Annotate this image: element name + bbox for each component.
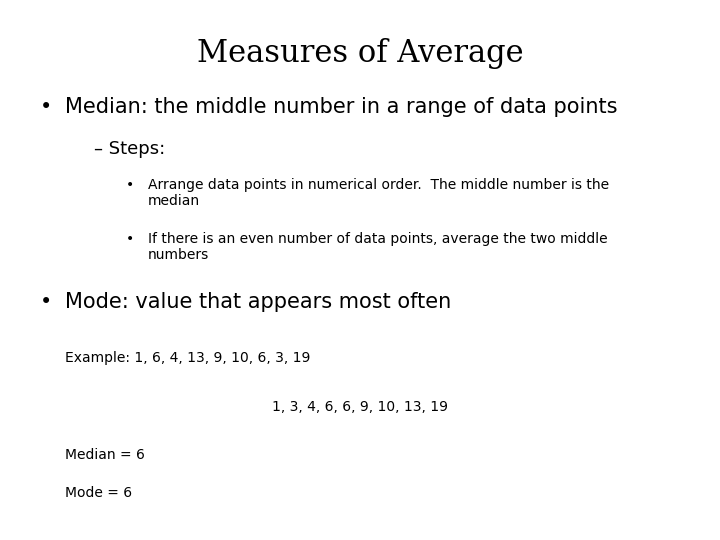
Text: Mode = 6: Mode = 6 [65,486,132,500]
Text: •: • [126,232,134,246]
Text: Arrange data points in numerical order.  The middle number is the
median: Arrange data points in numerical order. … [148,178,608,208]
Text: •: • [126,178,134,192]
Text: – Steps:: – Steps: [94,140,165,158]
Text: •: • [40,292,52,312]
Text: •: • [40,97,52,117]
Text: If there is an even number of data points, average the two middle
numbers: If there is an even number of data point… [148,232,607,262]
Text: Mode: value that appears most often: Mode: value that appears most often [65,292,451,312]
Text: Example: 1, 6, 4, 13, 9, 10, 6, 3, 19: Example: 1, 6, 4, 13, 9, 10, 6, 3, 19 [65,351,310,365]
Text: Median: the middle number in a range of data points: Median: the middle number in a range of … [65,97,617,117]
Text: 1, 3, 4, 6, 6, 9, 10, 13, 19: 1, 3, 4, 6, 6, 9, 10, 13, 19 [272,400,448,414]
Text: Measures of Average: Measures of Average [197,38,523,69]
Text: Median = 6: Median = 6 [65,448,145,462]
